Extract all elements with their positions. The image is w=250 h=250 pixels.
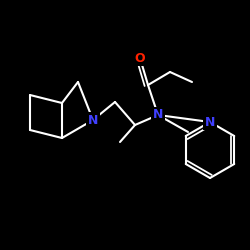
Text: N: N xyxy=(153,108,163,122)
Text: N: N xyxy=(88,114,98,126)
Text: O: O xyxy=(135,52,145,64)
Text: N: N xyxy=(205,116,215,128)
